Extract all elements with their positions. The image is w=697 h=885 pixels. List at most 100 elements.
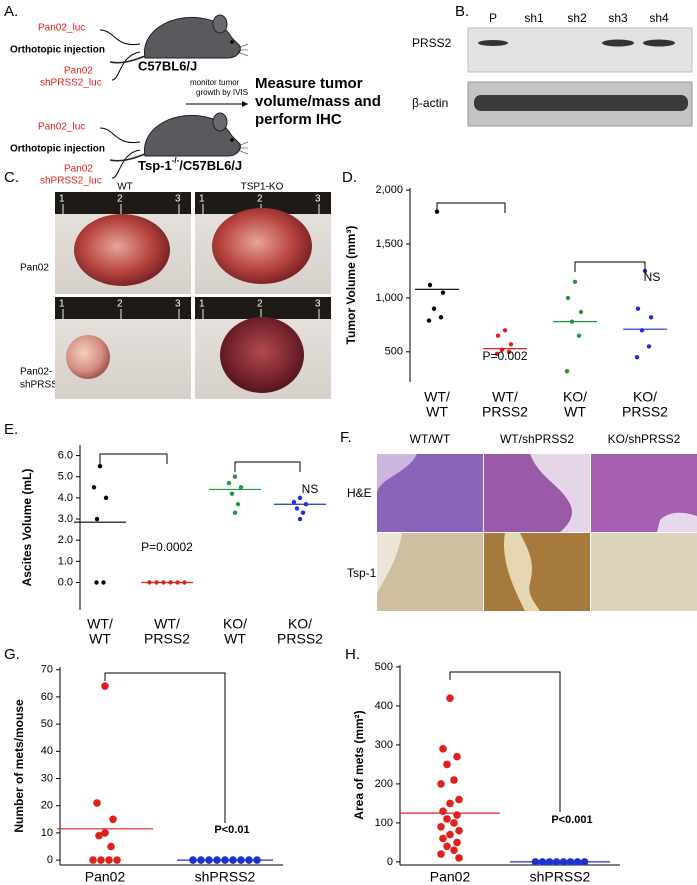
y-tick-label: 10: [41, 827, 53, 839]
y-tick-label: 500: [385, 346, 403, 358]
x-tick-label: PRSS2: [144, 631, 190, 647]
row-label: H&E: [347, 486, 372, 500]
data-point: [147, 580, 152, 585]
y-tick-label: 0: [387, 856, 393, 868]
ruler-number: 3: [175, 299, 181, 310]
panel-letter: C.: [4, 169, 19, 186]
data-point: [89, 856, 97, 864]
data-point: [294, 506, 300, 511]
x-tick-label: shPRSS2: [195, 869, 256, 885]
row-label: Tsp-1: [347, 566, 377, 580]
data-point: [297, 495, 303, 501]
panel-c: C. WT TSP1-KO Pan02 Pan02- shPRSS2 1 2 3 1 2…: [4, 169, 331, 399]
data-point: [552, 858, 561, 866]
data-point: [439, 807, 447, 815]
data-point: [205, 856, 213, 864]
x-tick-label: KO/: [288, 616, 312, 632]
data-point: [427, 282, 433, 288]
data-point: [578, 309, 584, 315]
data-point: [573, 858, 582, 866]
data-point: [94, 580, 99, 585]
tumor: [66, 335, 110, 379]
y-tick-label: 20: [41, 800, 53, 812]
data-point: [213, 856, 221, 864]
y-tick-label: 50: [41, 718, 53, 730]
data-point: [297, 516, 303, 522]
row-label: Pan02: [20, 263, 49, 274]
y-tick-label: 1,500: [375, 238, 403, 250]
annotation: NS: [302, 482, 319, 496]
ruler-number: 3: [315, 299, 321, 310]
row-label: PRSS2: [412, 36, 452, 50]
x-tick-label: PRSS2: [277, 631, 323, 647]
data-point: [97, 856, 105, 864]
column-label: WT: [117, 182, 133, 193]
y-tick-label: 300: [375, 739, 393, 751]
annotation: P=0.002: [482, 349, 527, 363]
data-point: [94, 516, 100, 522]
data-point: [168, 580, 173, 585]
injection-label: Orthotopic injection: [10, 144, 105, 155]
row-label: Pan02-: [20, 367, 52, 378]
data-point: [635, 306, 641, 311]
ruler: [55, 297, 191, 319]
data-point: [109, 815, 117, 824]
data-point: [538, 858, 547, 866]
tumor: [220, 317, 304, 393]
y-tick-label: 4.0: [58, 492, 73, 504]
data-point: [502, 328, 508, 333]
x-tick-label: KO/: [223, 616, 247, 632]
data-point: [235, 502, 241, 507]
data-point: [107, 842, 115, 851]
data-point: [101, 829, 109, 837]
data-point: [453, 838, 461, 847]
y-tick-label: 70: [41, 664, 53, 676]
data-point: [455, 854, 463, 862]
ruler: [195, 297, 331, 319]
tumor: [212, 208, 312, 284]
x-tick-label: KO/: [563, 389, 587, 405]
panel-letter: F.: [340, 429, 352, 446]
data-point: [443, 760, 451, 769]
data-point: [455, 795, 463, 804]
y-tick-label: 5.0: [58, 471, 73, 483]
significance-bracket: [104, 672, 226, 823]
data-point: [232, 474, 238, 479]
data-point: [634, 355, 640, 360]
lane-label: sh4: [649, 11, 669, 25]
x-tick-label: WT/: [154, 616, 180, 632]
data-point: [559, 858, 568, 866]
data-point: [545, 858, 554, 866]
data-point: [197, 856, 205, 864]
data-point: [229, 491, 235, 496]
ruler: [195, 192, 331, 214]
data-point: [101, 682, 109, 690]
data-point: [238, 485, 244, 490]
data-point: [495, 333, 501, 338]
data-point: [494, 351, 500, 357]
x-tick-label: KO/: [633, 389, 657, 405]
x-tick-label: Pan02: [85, 869, 126, 885]
injection-arrows: [99, 29, 141, 81]
mouse: [109, 112, 249, 162]
histology-detail: [530, 454, 590, 532]
data-point: [531, 858, 540, 866]
data-point: [431, 306, 437, 311]
y-axis-label: Ascites Volume (mL): [20, 469, 34, 587]
data-point: [646, 344, 652, 349]
y-axis-label: Area of mets (mm²): [352, 710, 366, 819]
annotation: P<0.01: [214, 824, 249, 836]
data-point: [443, 815, 451, 823]
data-point: [580, 858, 589, 866]
column-label: WT/shPRSS2: [500, 432, 574, 446]
data-point: [91, 485, 97, 490]
injection-arrows: [99, 127, 141, 179]
cell-label: Pan02: [64, 164, 93, 175]
histology-detail: [504, 533, 540, 611]
data-point: [103, 495, 109, 501]
cell-label: Pan02: [64, 66, 93, 77]
outcome: Measure tumor: [255, 75, 363, 92]
y-tick-label: 1.0: [58, 555, 73, 567]
data-point: [453, 811, 461, 819]
data-point: [437, 850, 445, 858]
